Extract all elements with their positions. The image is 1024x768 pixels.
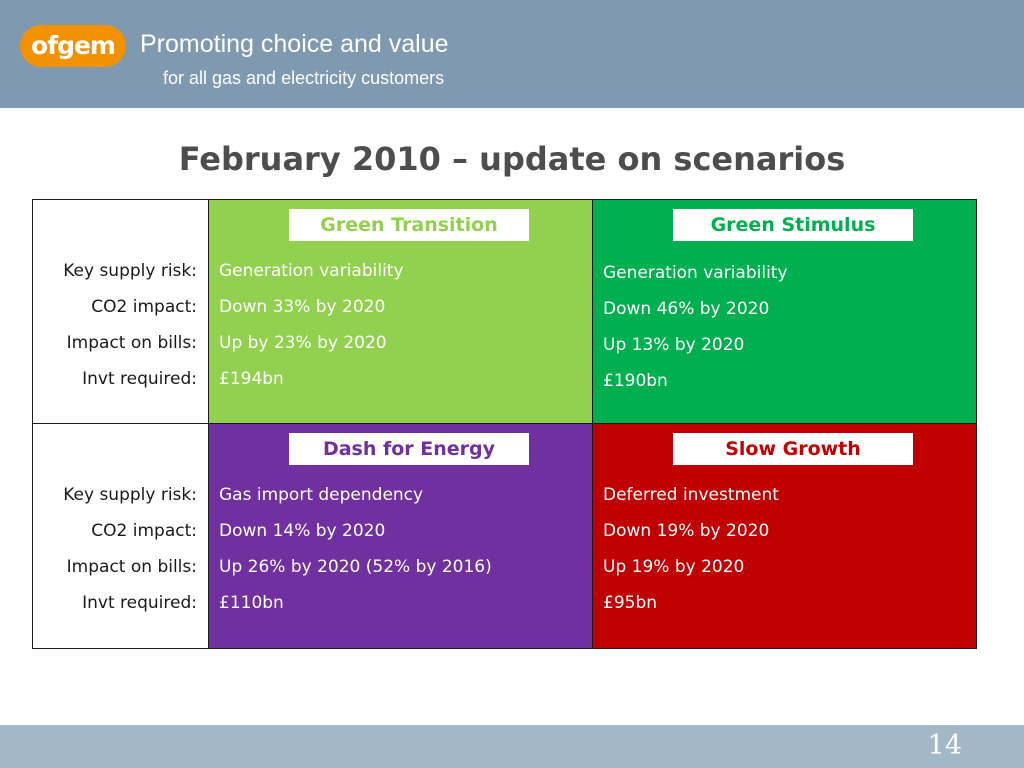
row-label-supply-risk: Key supply risk: [63, 485, 197, 505]
dash-for-energy-supply-risk: Gas import dependency [219, 485, 424, 505]
tagline-line1: Promoting choice and value [140, 30, 449, 58]
row-label-supply-risk: Key supply risk: [63, 261, 197, 281]
scenario-title-dash-for-energy: Dash for Energy [289, 433, 529, 465]
header-banner: ofgem Promoting choice and value for all… [0, 0, 1024, 108]
scenario-dash-for-energy: Dash for Energy Gas import dependency Do… [208, 423, 593, 649]
green-transition-supply-risk: Generation variability [219, 261, 404, 281]
dash-for-energy-bills: Up 26% by 2020 (52% by 2016) [219, 557, 492, 577]
slow-growth-supply-risk: Deferred investment [603, 485, 779, 505]
slide-title: February 2010 – update on scenarios [178, 140, 846, 178]
dash-for-energy-investment: £110bn [219, 593, 284, 613]
scenario-green-transition: Green Transition Generation variability … [208, 199, 593, 424]
slow-growth-bills: Up 19% by 2020 [603, 557, 745, 577]
scenario-title-slow-growth: Slow Growth [673, 433, 913, 465]
green-stimulus-co2: Down 46% by 2020 [603, 299, 770, 319]
green-transition-investment: £194bn [219, 369, 284, 389]
page-number: 14 [927, 730, 962, 761]
labels-cell-bottom: Key supply risk: CO2 impact: Impact on b… [32, 423, 209, 649]
green-stimulus-bills: Up 13% by 2020 [603, 335, 745, 355]
row-label-co2-impact: CO2 impact: [91, 521, 197, 541]
row-label-co2-impact: CO2 impact: [91, 297, 197, 317]
scenario-green-stimulus: Green Stimulus Generation variability Do… [592, 199, 977, 424]
dash-for-energy-co2: Down 14% by 2020 [219, 521, 386, 541]
row-label-bills-impact: Impact on bills: [66, 333, 197, 353]
green-transition-co2: Down 33% by 2020 [219, 297, 386, 317]
labels-cell-top: Key supply risk: CO2 impact: Impact on b… [32, 199, 209, 424]
ofgem-logo: ofgem [20, 25, 126, 67]
slow-growth-co2: Down 19% by 2020 [603, 521, 770, 541]
scenario-grid: Key supply risk: CO2 impact: Impact on b… [32, 199, 977, 649]
green-stimulus-investment: £190bn [603, 371, 668, 391]
slow-growth-investment: £95bn [603, 593, 658, 613]
scenario-slow-growth: Slow Growth Deferred investment Down 19%… [592, 423, 977, 649]
row-label-bills-impact: Impact on bills: [66, 557, 197, 577]
scenario-title-green-stimulus: Green Stimulus [673, 209, 913, 241]
tagline-line2: for all gas and electricity customers [163, 68, 445, 88]
footer-bar: 14 [0, 725, 1024, 768]
row-label-investment: Invt required: [82, 593, 197, 613]
scenario-title-green-transition: Green Transition [289, 209, 529, 241]
green-transition-bills: Up by 23% by 2020 [219, 333, 387, 353]
row-label-investment: Invt required: [82, 369, 197, 389]
green-stimulus-supply-risk: Generation variability [603, 263, 788, 283]
